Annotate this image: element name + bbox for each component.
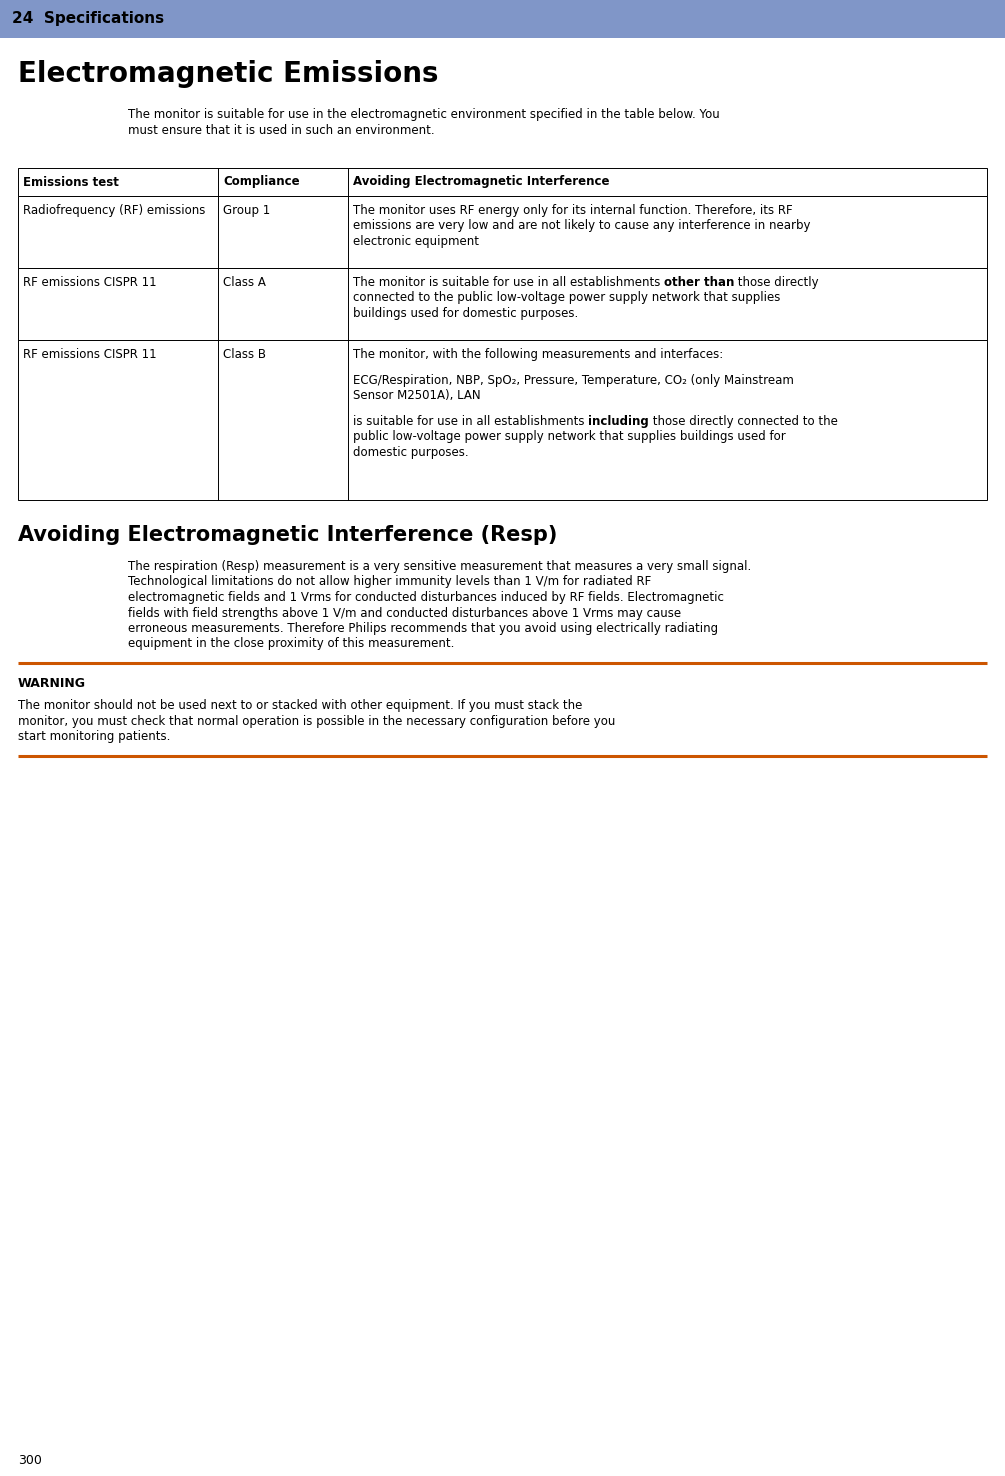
Text: public low-voltage power supply network that supplies buildings used for: public low-voltage power supply network …: [353, 430, 786, 443]
Bar: [18, 269, 987, 339]
Text: including: including: [588, 415, 649, 428]
Text: is suitable for use in all establishments: is suitable for use in all establishment…: [353, 415, 588, 428]
Text: 24  Specifications: 24 Specifications: [12, 12, 164, 27]
Text: Sensor M2501A), LAN: Sensor M2501A), LAN: [353, 390, 480, 401]
Text: those directly connected to the: those directly connected to the: [649, 415, 838, 428]
Bar: [18, 168, 987, 196]
Text: emissions are very low and are not likely to cause any interference in nearby: emissions are very low and are not likel…: [353, 220, 810, 233]
Bar: [0, 0, 1005, 38]
Text: ECG/Respiration, NBP, SpO₂, Pressure, Temperature, CO₂ (only Mainstream: ECG/Respiration, NBP, SpO₂, Pressure, Te…: [353, 373, 794, 387]
Text: Technological limitations do not allow higher immunity levels than 1 V/m for rad: Technological limitations do not allow h…: [128, 576, 651, 589]
Text: Electromagnetic Emissions: Electromagnetic Emissions: [18, 61, 438, 89]
Text: fields with field strengths above 1 V/m and conducted disturbances above 1 Vrms : fields with field strengths above 1 V/m …: [128, 607, 681, 620]
Text: electromagnetic fields and 1 Vrms for conducted disturbances induced by RF field: electromagnetic fields and 1 Vrms for co…: [128, 590, 724, 604]
Text: electronic equipment: electronic equipment: [353, 235, 479, 248]
Text: The respiration (Resp) measurement is a very sensitive measurement that measures: The respiration (Resp) measurement is a …: [128, 559, 752, 573]
Text: WARNING: WARNING: [18, 677, 86, 689]
Text: The monitor is suitable for use in all establishments: The monitor is suitable for use in all e…: [353, 276, 664, 289]
Bar: [18, 339, 987, 500]
Text: The monitor should not be used next to or stacked with other equipment. If you m: The monitor should not be used next to o…: [18, 700, 582, 711]
Text: The monitor, with the following measurements and interfaces:: The monitor, with the following measurem…: [353, 348, 724, 362]
Text: Avoiding Electromagnetic Interference (Resp): Avoiding Electromagnetic Interference (R…: [18, 525, 558, 545]
Text: buildings used for domestic purposes.: buildings used for domestic purposes.: [353, 307, 578, 320]
Text: Radiofrequency (RF) emissions: Radiofrequency (RF) emissions: [23, 204, 205, 217]
Text: The monitor uses RF energy only for its internal function. Therefore, its RF: The monitor uses RF energy only for its …: [353, 204, 793, 217]
Text: those directly: those directly: [735, 276, 819, 289]
Text: connected to the public low-voltage power supply network that supplies: connected to the public low-voltage powe…: [353, 291, 780, 304]
Text: 300: 300: [18, 1454, 42, 1467]
Text: erroneous measurements. Therefore Philips recommends that you avoid using electr: erroneous measurements. Therefore Philip…: [128, 621, 719, 635]
Text: start monitoring patients.: start monitoring patients.: [18, 731, 171, 742]
Text: Compliance: Compliance: [223, 176, 299, 189]
Text: Emissions test: Emissions test: [23, 176, 119, 189]
Text: Group 1: Group 1: [223, 204, 270, 217]
Text: Class A: Class A: [223, 276, 266, 289]
Text: domestic purposes.: domestic purposes.: [353, 446, 468, 459]
Text: RF emissions CISPR 11: RF emissions CISPR 11: [23, 276, 157, 289]
Bar: [18, 196, 987, 269]
Text: other than: other than: [664, 276, 735, 289]
Text: equipment in the close proximity of this measurement.: equipment in the close proximity of this…: [128, 638, 454, 651]
Text: monitor, you must check that normal operation is possible in the necessary confi: monitor, you must check that normal oper…: [18, 714, 615, 728]
Text: RF emissions CISPR 11: RF emissions CISPR 11: [23, 348, 157, 362]
Text: must ensure that it is used in such an environment.: must ensure that it is used in such an e…: [128, 124, 434, 136]
Text: Class B: Class B: [223, 348, 266, 362]
Text: Avoiding Electromagnetic Interference: Avoiding Electromagnetic Interference: [353, 176, 609, 189]
Text: The monitor is suitable for use in the electromagnetic environment specified in : The monitor is suitable for use in the e…: [128, 108, 720, 121]
